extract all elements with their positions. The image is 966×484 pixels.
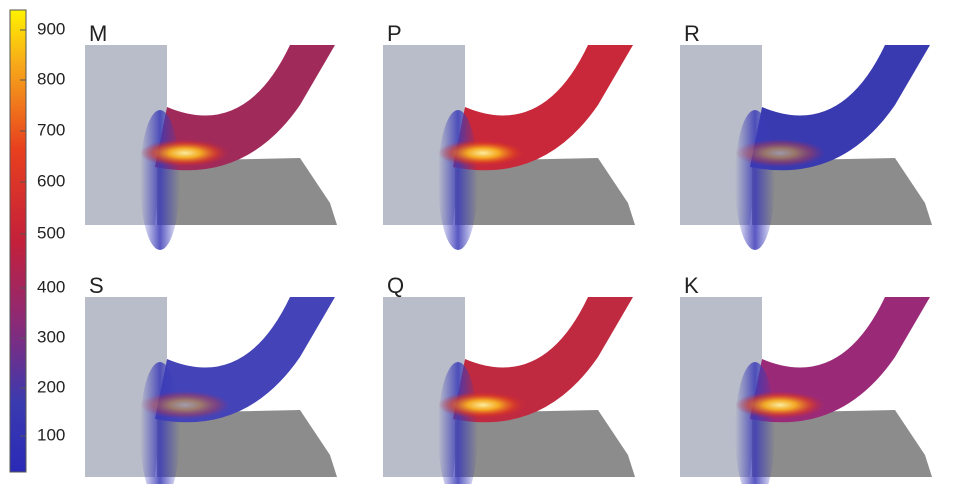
heat-zone (140, 139, 230, 167)
simulation-panel (383, 45, 635, 250)
shear-zone (735, 110, 775, 250)
colorbar-label: 400 (37, 277, 65, 296)
colorbar-label: 700 (37, 120, 65, 139)
page: 900800700600500400300200100MPRSQK (() =>… (0, 0, 966, 484)
heat-zone (735, 391, 825, 419)
colorbar-label: 100 (37, 425, 65, 444)
colorbar-label: 500 (37, 223, 65, 242)
heat-zone (438, 391, 528, 419)
panel-label: S (89, 273, 104, 298)
simulation-panel (680, 297, 932, 484)
panel-label: Q (387, 273, 404, 298)
simulation-panel (680, 45, 932, 250)
heat-zone (140, 391, 230, 419)
colorbar-label: 600 (37, 171, 65, 190)
colorbar-label: 200 (37, 377, 65, 396)
colorbar (10, 10, 26, 472)
heat-zone (735, 139, 825, 167)
figure: 900 800 700 600 500 400 300 200 100 M P R S Q K (0, 0, 966, 484)
shear-zone (140, 110, 180, 250)
shear-zone (438, 110, 478, 250)
panel-label: K (684, 273, 699, 298)
heat-zone (438, 139, 528, 167)
colorbar-label: 300 (37, 327, 65, 346)
colorbar-label: 900 (37, 19, 65, 38)
colorbar-label: 800 (37, 69, 65, 88)
simulation-panel (383, 297, 635, 484)
panel-label: R (684, 21, 700, 46)
simulation-panel (85, 297, 337, 484)
simulation-panel (85, 45, 337, 250)
panel-label: P (387, 21, 402, 46)
panel-label: M (89, 21, 107, 46)
